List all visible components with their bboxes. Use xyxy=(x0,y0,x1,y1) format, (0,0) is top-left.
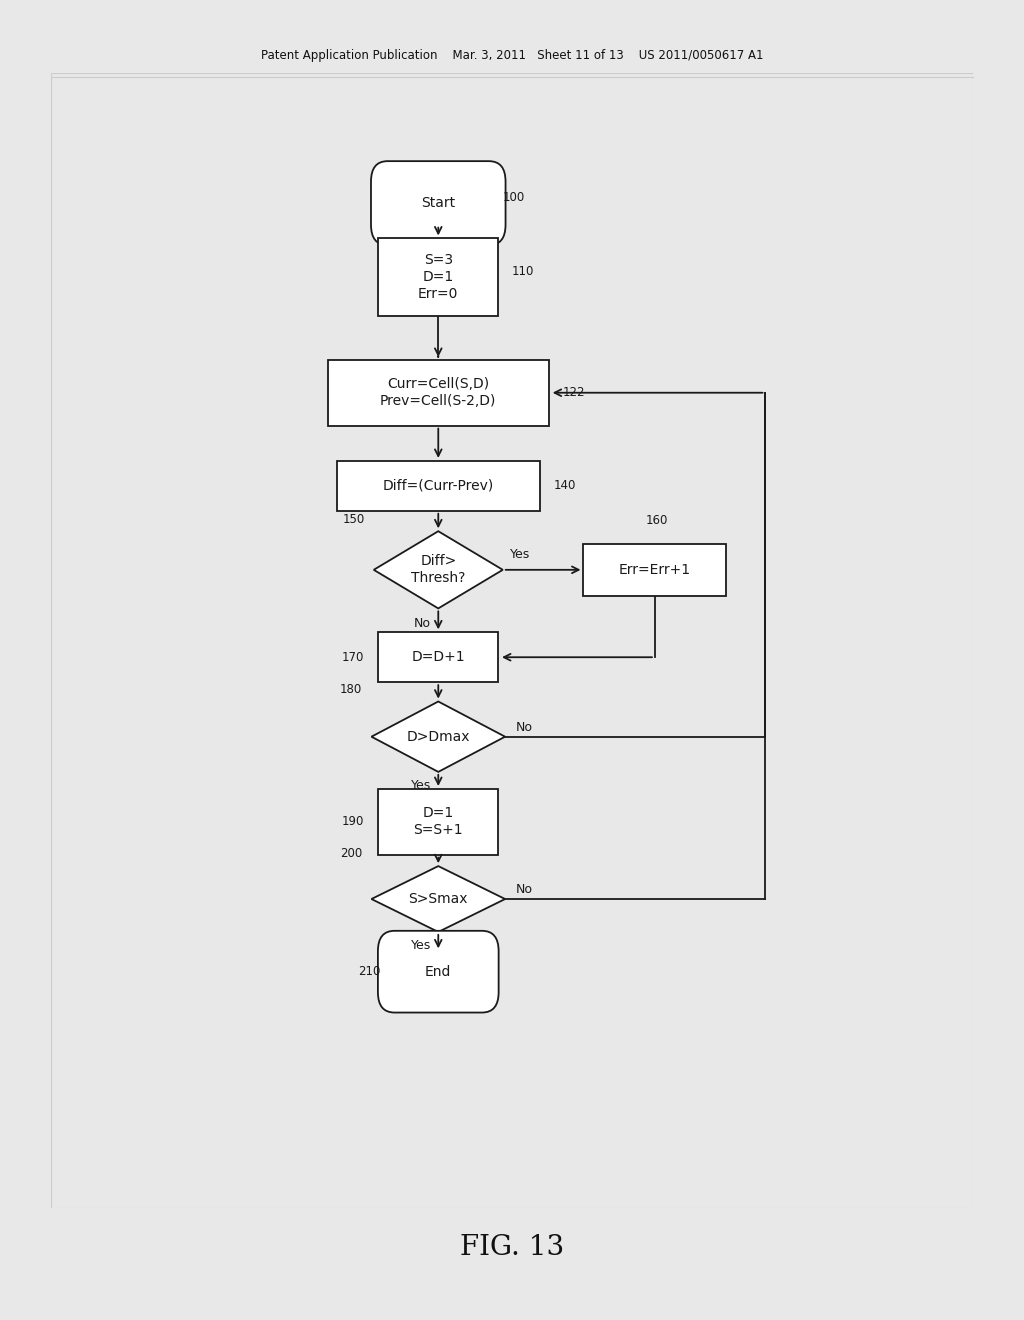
Text: Err=Err+1: Err=Err+1 xyxy=(618,562,691,577)
Text: No: No xyxy=(414,618,431,631)
Text: 110: 110 xyxy=(512,265,535,277)
Text: 140: 140 xyxy=(554,479,575,492)
Text: 122: 122 xyxy=(563,387,585,399)
Text: 160: 160 xyxy=(646,513,668,527)
Text: S>Smax: S>Smax xyxy=(409,892,468,906)
Text: Yes: Yes xyxy=(411,779,431,792)
Text: Patent Application Publication    Mar. 3, 2011   Sheet 11 of 13    US 2011/00506: Patent Application Publication Mar. 3, 2… xyxy=(261,49,763,62)
Text: 150: 150 xyxy=(342,512,365,525)
Bar xyxy=(328,360,549,425)
Text: Yes: Yes xyxy=(510,548,530,561)
Text: FIG. 13: FIG. 13 xyxy=(460,1234,564,1261)
Text: Yes: Yes xyxy=(411,939,431,952)
Text: 170: 170 xyxy=(342,651,365,664)
Bar xyxy=(379,789,498,855)
Text: S=3
D=1
Err=0: S=3 D=1 Err=0 xyxy=(418,252,459,301)
Text: 190: 190 xyxy=(342,816,365,829)
FancyBboxPatch shape xyxy=(371,161,506,246)
Bar xyxy=(337,461,540,511)
Text: Diff=(Curr-Prev): Diff=(Curr-Prev) xyxy=(383,479,494,492)
Text: 180: 180 xyxy=(340,682,362,696)
Text: Curr=Cell(S,D)
Prev=Cell(S-2,D): Curr=Cell(S,D) Prev=Cell(S-2,D) xyxy=(380,378,497,408)
Text: D>Dmax: D>Dmax xyxy=(407,730,470,743)
Text: No: No xyxy=(516,721,534,734)
Bar xyxy=(379,632,498,682)
Polygon shape xyxy=(372,701,505,772)
Text: Start: Start xyxy=(421,197,456,210)
Text: End: End xyxy=(425,965,452,978)
Text: D=1
S=S+1: D=1 S=S+1 xyxy=(414,807,463,837)
Bar xyxy=(379,239,498,315)
Polygon shape xyxy=(372,866,505,932)
Text: 200: 200 xyxy=(340,847,362,861)
Text: D=D+1: D=D+1 xyxy=(412,651,465,664)
FancyBboxPatch shape xyxy=(378,931,499,1012)
Bar xyxy=(584,544,726,595)
Text: Diff>
Thresh?: Diff> Thresh? xyxy=(411,554,466,586)
Polygon shape xyxy=(374,531,503,609)
Text: 210: 210 xyxy=(358,965,381,978)
Text: No: No xyxy=(516,883,534,896)
Text: 100: 100 xyxy=(503,191,525,205)
